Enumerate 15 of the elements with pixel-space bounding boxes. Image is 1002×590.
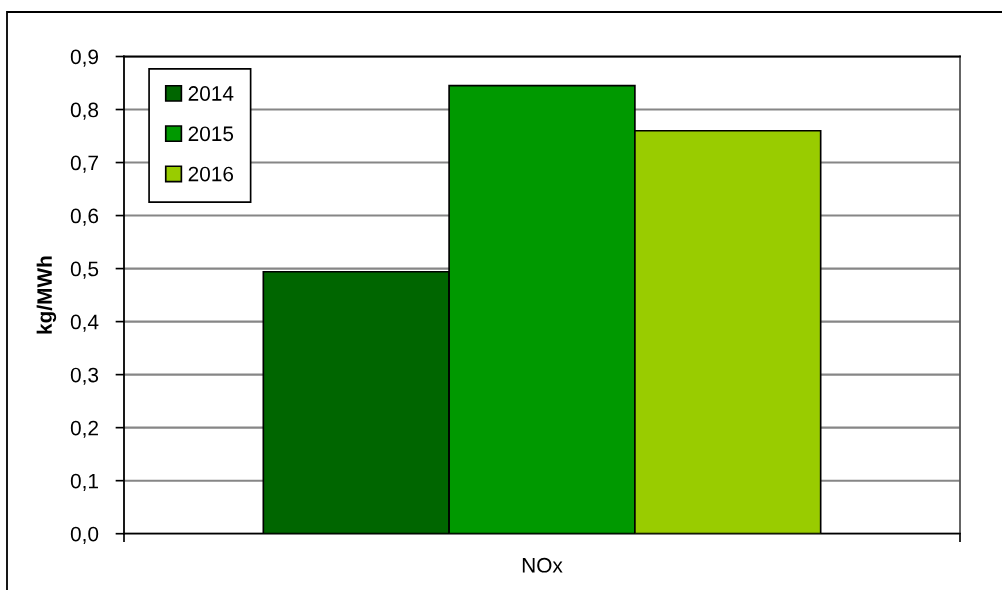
y-tick-label: 0,9 xyxy=(70,49,99,67)
y-tick-label: 0,1 xyxy=(70,473,98,491)
y-tick-label: 0,7 xyxy=(70,155,98,173)
y-tick-label: 0,8 xyxy=(70,102,99,120)
y-tick-label: 0,3 xyxy=(70,367,99,385)
legend-label: 2014 xyxy=(188,86,234,101)
y-axis-title: kg/MWh xyxy=(36,256,57,334)
y-tick-label: 0,5 xyxy=(70,261,99,279)
x-tick-label: NOx xyxy=(522,557,563,573)
legend-label: 2015 xyxy=(188,126,234,142)
y-tick-label: 0,2 xyxy=(70,420,98,438)
y-tick-label: 0,6 xyxy=(70,208,99,226)
y-tick-label: 0,0 xyxy=(70,526,99,544)
legend-label: 2016 xyxy=(188,166,234,182)
y-tick-label: 0,4 xyxy=(70,314,99,332)
